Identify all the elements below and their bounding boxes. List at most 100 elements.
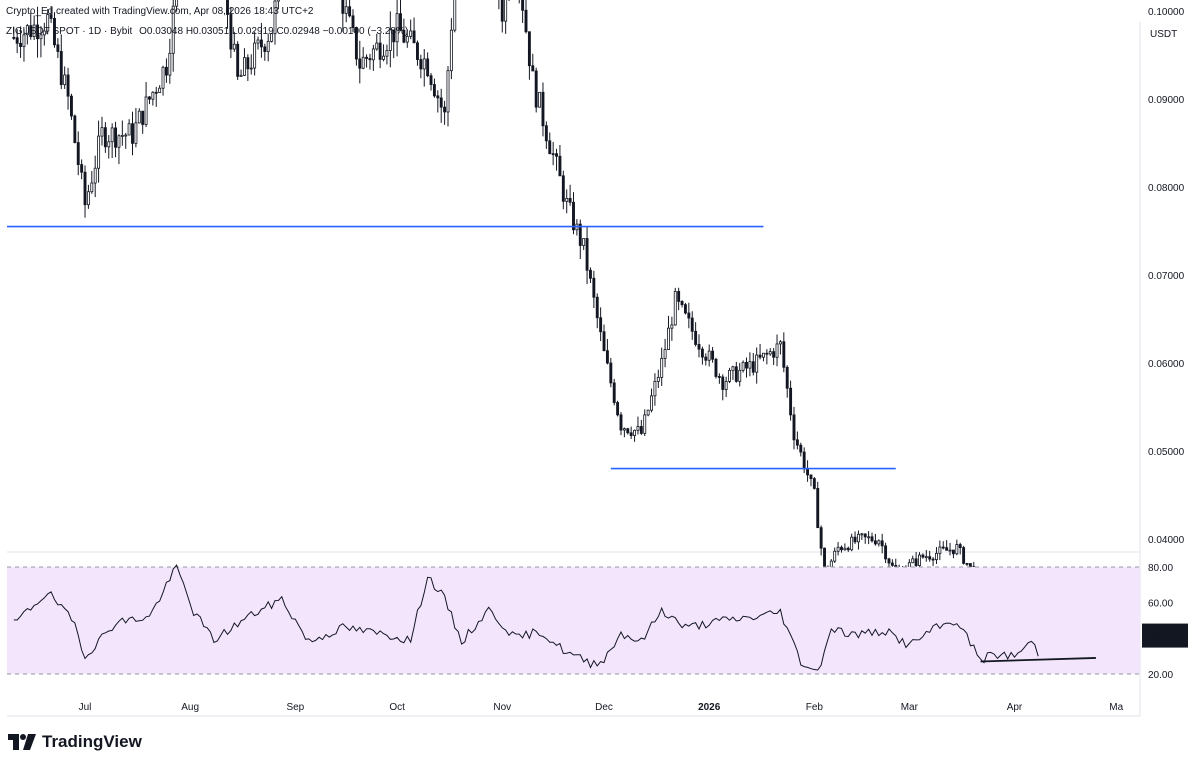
time-tick-label: Dec bbox=[595, 702, 613, 713]
candle-body bbox=[772, 351, 776, 358]
candle-body bbox=[114, 127, 118, 148]
candle bbox=[117, 134, 121, 165]
candle bbox=[751, 353, 755, 376]
candle-body bbox=[239, 74, 243, 77]
candle bbox=[53, 12, 56, 48]
candle bbox=[534, 67, 538, 113]
candle-body bbox=[544, 125, 548, 142]
time-tick-label: 2026 bbox=[698, 702, 721, 713]
candle-body bbox=[765, 352, 769, 355]
candle bbox=[578, 219, 582, 260]
candle-body bbox=[270, 33, 274, 42]
candle bbox=[711, 346, 715, 363]
credit-text: Crypto_Ed created with TradingView.com, … bbox=[6, 6, 314, 17]
candle bbox=[683, 302, 687, 315]
candle-body bbox=[935, 552, 938, 561]
candle-body bbox=[429, 75, 433, 85]
candle-body bbox=[56, 44, 60, 52]
candle bbox=[498, 0, 500, 10]
candle bbox=[538, 91, 542, 108]
candle-body bbox=[955, 544, 959, 555]
candle bbox=[795, 431, 799, 450]
time-tick-label: Mar bbox=[901, 702, 919, 713]
candle-body bbox=[541, 91, 545, 127]
candle bbox=[612, 378, 616, 406]
candle-body bbox=[700, 348, 704, 358]
price-tick-label: 0.07000 bbox=[1148, 271, 1185, 282]
candle-body bbox=[368, 58, 372, 61]
candle-body bbox=[941, 546, 945, 549]
candle bbox=[409, 19, 413, 40]
candle-body bbox=[745, 361, 748, 369]
candle bbox=[765, 349, 769, 365]
candle bbox=[97, 120, 101, 183]
candle bbox=[721, 374, 725, 401]
candle bbox=[436, 90, 440, 113]
currency-label[interactable]: USDT bbox=[1150, 29, 1178, 40]
candle bbox=[229, 7, 233, 59]
candle bbox=[426, 52, 430, 78]
candle-body bbox=[83, 171, 87, 206]
candle bbox=[19, 26, 23, 58]
candle-body bbox=[432, 84, 436, 97]
candle bbox=[392, 29, 396, 59]
candle-body bbox=[449, 29, 453, 72]
candle-body bbox=[697, 344, 701, 350]
candle bbox=[378, 33, 382, 69]
tradingview-logo[interactable]: TradingView bbox=[8, 732, 142, 752]
candle bbox=[860, 532, 864, 540]
candle-body bbox=[551, 153, 555, 156]
candle-body bbox=[524, 9, 528, 33]
candle bbox=[935, 547, 938, 564]
candle-body bbox=[951, 549, 955, 555]
symbol-line[interactable]: ZIGUSDT SPOT · 1D · Bybit O0.03048 H0.03… bbox=[6, 26, 408, 37]
candle bbox=[419, 54, 423, 79]
candle-body bbox=[677, 291, 681, 302]
candle-body bbox=[721, 376, 725, 390]
symbol-text: ZIGUSDT SPOT · 1D · Bybit bbox=[6, 26, 133, 37]
candle-body bbox=[833, 550, 837, 562]
candle bbox=[867, 531, 871, 545]
candle-body bbox=[392, 29, 396, 43]
candle bbox=[555, 148, 558, 171]
candle-body bbox=[137, 110, 141, 124]
candle-body bbox=[945, 547, 949, 551]
candle-body bbox=[409, 30, 413, 37]
candle-body bbox=[134, 122, 138, 144]
candle bbox=[358, 40, 362, 84]
candle-body bbox=[151, 91, 155, 100]
candle-body bbox=[602, 331, 606, 352]
candle bbox=[395, 0, 399, 57]
candle bbox=[348, 0, 352, 18]
candle bbox=[945, 540, 949, 551]
candles bbox=[12, 0, 1040, 640]
candle bbox=[921, 553, 925, 559]
candle bbox=[449, 18, 453, 80]
candle-body bbox=[958, 544, 962, 548]
candle bbox=[161, 65, 165, 96]
candle-body bbox=[86, 191, 90, 206]
candle-body bbox=[561, 175, 565, 202]
candle bbox=[46, 9, 50, 35]
candle bbox=[758, 343, 762, 360]
candle-body bbox=[175, 0, 179, 7]
candle-body bbox=[728, 369, 731, 382]
candle bbox=[500, 0, 504, 33]
candle-body bbox=[371, 48, 375, 61]
candle bbox=[728, 367, 731, 384]
candle-body bbox=[609, 362, 613, 384]
candle bbox=[697, 334, 701, 358]
candle-body bbox=[816, 488, 820, 529]
rsi-trend-line bbox=[980, 657, 1096, 663]
candle-body bbox=[534, 70, 538, 108]
candle bbox=[168, 38, 172, 84]
candle-body bbox=[660, 357, 664, 378]
candle-body bbox=[399, 13, 402, 31]
candle bbox=[768, 348, 772, 356]
candle bbox=[646, 409, 650, 417]
candle-body bbox=[46, 14, 50, 32]
candle-body bbox=[446, 70, 450, 113]
candle bbox=[663, 338, 667, 368]
candle bbox=[527, 31, 531, 80]
candle bbox=[772, 348, 776, 366]
